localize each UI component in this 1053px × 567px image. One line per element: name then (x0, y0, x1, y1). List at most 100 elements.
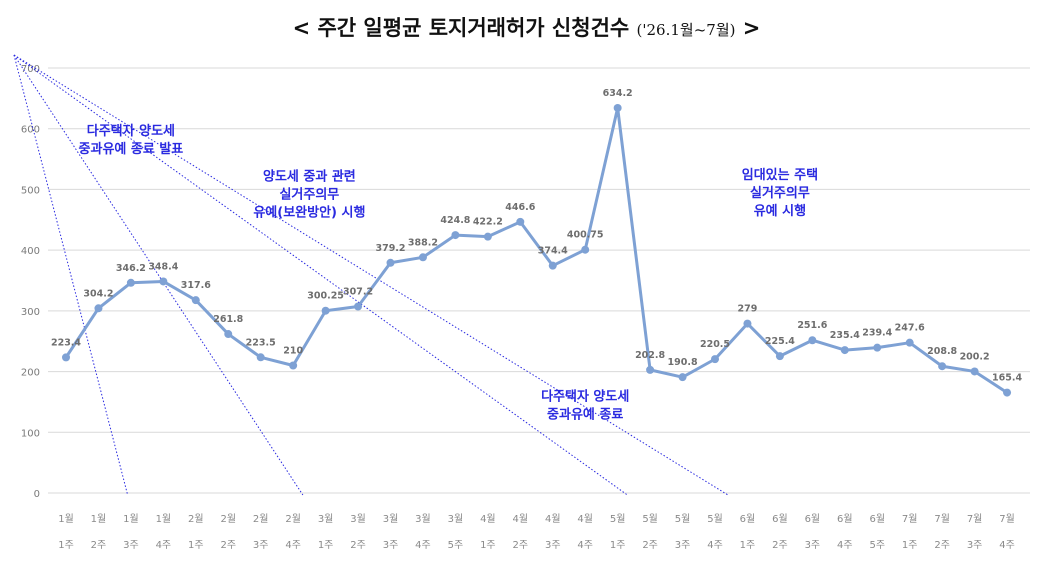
x-tick-week: 2주 (350, 540, 366, 551)
data-point (548, 261, 557, 270)
y-tick-label: 600 (21, 125, 40, 136)
data-label: 225.4 (765, 336, 795, 347)
x-tick-month: 6월 (869, 513, 885, 525)
x-tick-week: 1주 (902, 540, 918, 551)
annotation-line: 중과유예 종료 (547, 407, 623, 423)
x-tick-month: 6월 (772, 513, 788, 525)
x-tick-month: 2월 (188, 513, 204, 525)
x-tick-week: 3주 (675, 540, 691, 551)
data-label: 348.4 (148, 261, 178, 272)
data-point (613, 103, 622, 112)
data-point (678, 373, 687, 382)
x-tick-month: 7월 (934, 513, 950, 525)
data-point (224, 330, 233, 339)
data-point (191, 296, 200, 305)
annotation-line: 실거주의무 (279, 186, 339, 202)
x-tick-week: 1주 (318, 540, 334, 551)
x-tick-week: 3주 (967, 540, 983, 551)
y-tick-label: 100 (21, 428, 40, 439)
x-tick-week: 2주 (513, 540, 529, 551)
data-label: 190.8 (668, 357, 698, 368)
data-label: 307.2 (343, 286, 373, 297)
event-annotation: 임대있는 주택 실거주의무 유예 시행 (742, 167, 818, 219)
data-label: 346.2 (116, 263, 146, 274)
x-tick-month: 5월 (707, 513, 723, 525)
x-tick-month: 2월 (220, 513, 236, 525)
data-point (646, 365, 655, 374)
x-tick-week: 4주 (156, 540, 172, 551)
data-label: 235.4 (830, 330, 860, 341)
y-tick-label: 0 (34, 489, 40, 500)
y-tick-label: 300 (21, 307, 40, 318)
x-tick-week: 5주 (448, 540, 464, 551)
event-annotation: 양도세 중과 관련 실거주의무 유예(보완방안) 시행 (253, 168, 365, 220)
data-label: 424.8 (440, 215, 470, 226)
annotation-line: 중과유예 종료 발표 (79, 141, 184, 157)
data-label: 220.5 (700, 339, 730, 350)
x-tick-week: 1주 (480, 540, 496, 551)
data-point (743, 319, 752, 328)
y-tick-label: 400 (21, 246, 40, 257)
data-label: 202.8 (635, 350, 665, 361)
x-axis-ticks: 1월 1주 1월 2주 1월 3주 1월 4주 2월 1주 2월 2주 2월 3주 2월 4주 3월 1주 3월 2주… (58, 513, 1015, 551)
x-tick-week: 3주 (253, 540, 269, 551)
data-point (451, 231, 460, 240)
x-tick-month: 5월 (610, 513, 626, 525)
annotation-line: 유예 시행 (754, 203, 806, 219)
data-label: 446.6 (505, 202, 535, 213)
data-point (256, 353, 265, 362)
data-label: 239.4 (862, 328, 892, 339)
data-point (94, 304, 103, 313)
data-label: 279 (738, 304, 758, 315)
y-tick-label: 200 (21, 368, 40, 379)
x-tick-week: 1주 (610, 540, 626, 551)
gridlines (48, 67, 1030, 494)
data-label: 304.2 (83, 288, 113, 299)
data-label: 247.6 (895, 323, 925, 334)
data-point (938, 362, 947, 371)
series-polyline (64, 106, 1008, 394)
data-label: 300.25 (307, 291, 344, 302)
data-label: 210 (283, 346, 303, 357)
x-tick-month: 6월 (837, 513, 853, 525)
data-points (62, 103, 1012, 397)
x-tick-week: 3주 (383, 540, 399, 551)
x-tick-week: 5주 (869, 540, 885, 551)
data-point (159, 277, 168, 286)
x-tick-week: 4주 (999, 540, 1015, 551)
x-tick-month: 1월 (91, 513, 107, 525)
data-label: 422.2 (473, 217, 503, 228)
x-tick-week: 3주 (545, 540, 561, 551)
data-label: 208.8 (927, 346, 957, 357)
y-tick-label: 700 (21, 64, 40, 75)
event-guide-line (13, 54, 628, 496)
data-label: 200.2 (960, 351, 990, 362)
event-guide-line (13, 54, 304, 496)
x-tick-month: 1월 (156, 513, 172, 525)
event-annotation: 다주택자 양도세 중과유예 종료 발표 (79, 123, 184, 157)
x-tick-week: 2주 (642, 540, 658, 551)
x-tick-month: 2월 (253, 513, 269, 525)
x-tick-month: 4월 (545, 513, 561, 525)
x-tick-week: 2주 (934, 540, 950, 551)
data-point (1003, 388, 1012, 397)
data-point (483, 232, 492, 241)
x-tick-month: 7월 (967, 513, 983, 525)
data-point (775, 352, 784, 361)
x-tick-week: 1주 (58, 540, 74, 551)
x-tick-week: 1주 (188, 540, 204, 551)
y-tick-label: 500 (21, 185, 40, 196)
data-label: 317.6 (181, 280, 211, 291)
x-tick-month: 3월 (318, 513, 334, 525)
data-point (126, 278, 135, 287)
data-point (970, 367, 979, 376)
annotation-line: 양도세 중과 관련 (263, 168, 356, 184)
data-label: 379.2 (375, 243, 405, 254)
x-tick-month: 2월 (285, 513, 301, 525)
x-tick-month: 5월 (675, 513, 691, 525)
x-tick-week: 4주 (577, 540, 593, 551)
x-tick-month: 1월 (58, 513, 74, 525)
